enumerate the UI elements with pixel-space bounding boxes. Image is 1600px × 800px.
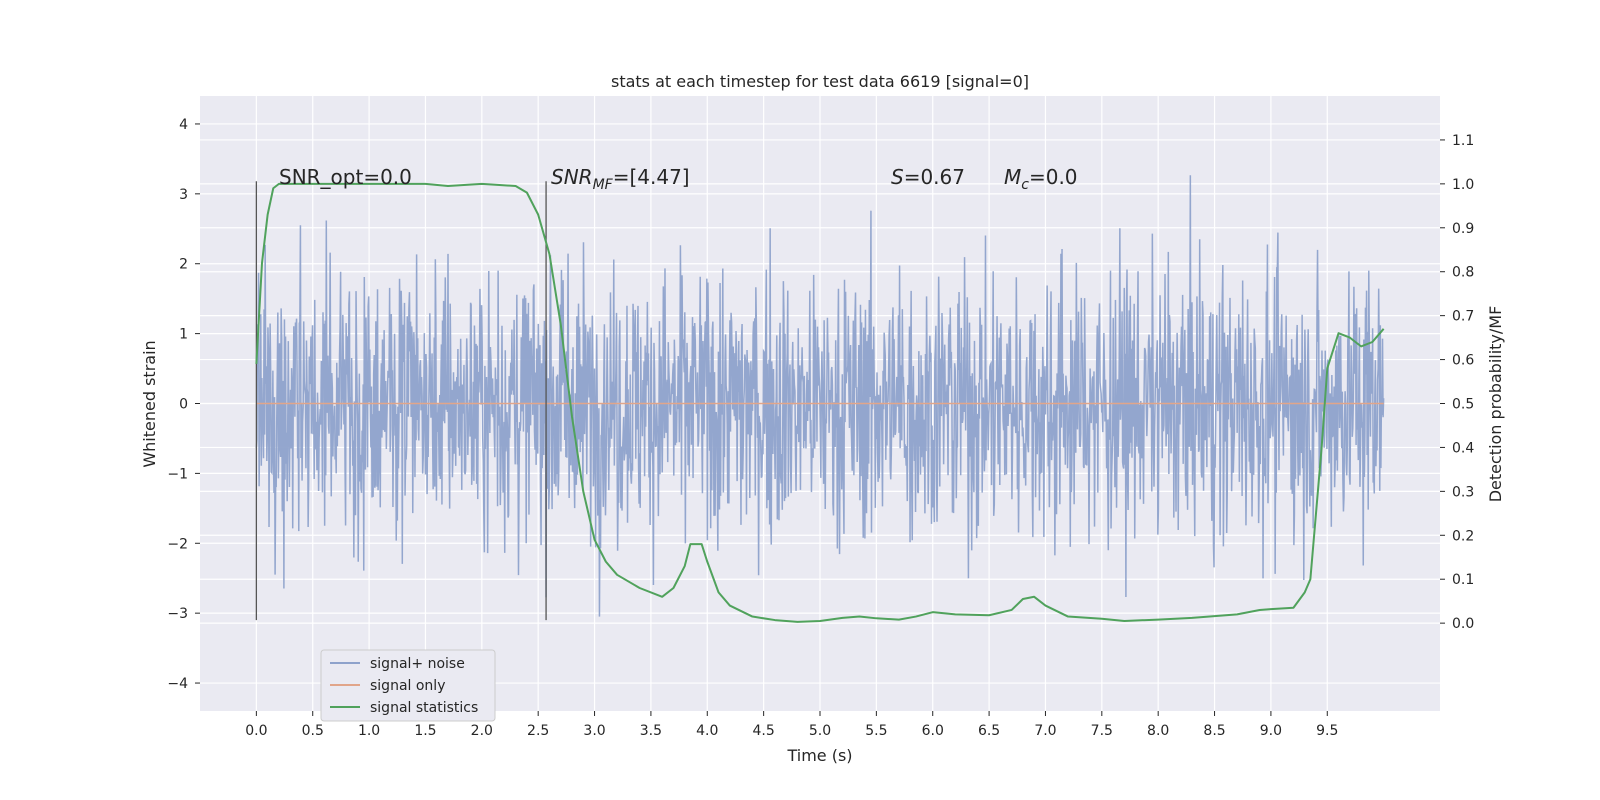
- y2-tick-label: 0.0: [1452, 616, 1474, 632]
- legend-label-signal-statistics: signal statistics: [370, 700, 478, 716]
- y2-tick-label: 0.8: [1452, 265, 1474, 281]
- y-tick-label: 0: [179, 397, 188, 413]
- mc-base: M: [1004, 165, 1021, 189]
- x-tick-label: 1.5: [414, 723, 436, 739]
- x-tick-label: 3.5: [640, 723, 662, 739]
- y2-tick-label: 0.6: [1452, 353, 1474, 369]
- y-tick-label: 4: [179, 117, 188, 133]
- y-tick-label: −3: [167, 606, 188, 622]
- mc-sub: c: [1021, 177, 1029, 193]
- annotation-mc: Mc=0.0: [1004, 165, 1078, 193]
- y2-tick-label: 1.0: [1452, 177, 1474, 193]
- x-tick-label: 5.0: [809, 723, 831, 739]
- snr-mf-rest: =[4.47]: [613, 165, 690, 189]
- y2-axis-label: Detection probability/MF: [1486, 306, 1505, 503]
- x-tick-label: 9.5: [1316, 723, 1338, 739]
- x-tick-label: 6.5: [978, 723, 1000, 739]
- chart-title: stats at each timestep for test data 661…: [611, 72, 1029, 91]
- x-tick-label: 8.5: [1203, 723, 1225, 739]
- annotation-snr-opt: SNR_opt=0.0: [279, 165, 412, 189]
- signal-noise-line: [255, 175, 1385, 617]
- y-axis-label: Whitened strain: [140, 340, 159, 467]
- x-tick-label: 9.0: [1260, 723, 1282, 739]
- legend-box: [320, 649, 496, 722]
- y-tick-label: −1: [167, 466, 188, 482]
- y2-axis-ticks: 1.1 1.0 0.9 0.8 0.7 0.6 0.5 0.4 0.3 0.2 0.1 0.0: [1440, 133, 1474, 632]
- x-tick-label: 6.0: [922, 723, 944, 739]
- x-axis-label: Time (s): [786, 746, 852, 765]
- annotation-s: S=0.67: [891, 165, 965, 189]
- y-tick-label: 2: [179, 257, 188, 273]
- mc-rest: =0.0: [1029, 165, 1078, 189]
- y2-tick-label: 0.5: [1452, 397, 1474, 413]
- y2-tick-label: 0.2: [1452, 528, 1474, 544]
- x-tick-label: 1.0: [358, 723, 380, 739]
- y2-tick-label: 0.9: [1452, 221, 1474, 237]
- y2-tick-label: 0.4: [1452, 440, 1474, 456]
- x-tick-label: 3.0: [583, 723, 605, 739]
- x-tick-label: 2.5: [527, 723, 549, 739]
- signal-statistics-line: [255, 182, 1385, 623]
- snr-mf-sub: MF: [593, 177, 614, 193]
- x-tick-label: 4.5: [753, 723, 775, 739]
- y2-tick-label: 0.7: [1452, 309, 1474, 325]
- s-italic: S: [891, 165, 904, 189]
- x-tick-label: 7.0: [1034, 723, 1056, 739]
- y-tick-label: −4: [167, 676, 188, 692]
- x-tick-label: 0.5: [302, 723, 324, 739]
- x-tick-label: 0.0: [245, 723, 267, 739]
- y-tick-label: 1: [179, 327, 188, 343]
- signal-statistics-series: [255, 182, 1385, 623]
- x-tick-label: 4.0: [696, 723, 718, 739]
- y2-tick-label: 0.1: [1452, 572, 1474, 588]
- s-rest: =0.67: [904, 165, 965, 189]
- vertical-marker-lines: [255, 181, 547, 621]
- annotation-snr-mf: SNRMF=[4.47]: [551, 165, 690, 193]
- y2-tick-label: 1.1: [1452, 133, 1474, 149]
- x-tick-label: 7.5: [1091, 723, 1113, 739]
- signal-noise-series: [255, 175, 1385, 617]
- x-axis-ticks: 0.0 0.5 1.0 1.5 2.0 2.5 3.0 3.5 4.0 4.5 5.0 5.5 6.0 6…: [245, 711, 1338, 739]
- legend-label-signal-noise: signal+ noise: [370, 656, 465, 672]
- x-tick-label: 8.0: [1147, 723, 1169, 739]
- legend-label-signal-only: signal only: [370, 678, 445, 694]
- x-tick-label: 5.5: [865, 723, 887, 739]
- legend: signal+ noise signal only signal statist…: [320, 649, 496, 722]
- y-tick-label: −2: [167, 536, 188, 552]
- y-axis-ticks: 4 3 2 1 0 −1 −2 −3 −4: [167, 117, 200, 692]
- snr-mf-base: SNR: [551, 165, 593, 189]
- y-tick-label: 3: [179, 187, 188, 203]
- y2-tick-label: 0.3: [1452, 484, 1474, 500]
- x-tick-label: 2.0: [471, 723, 493, 739]
